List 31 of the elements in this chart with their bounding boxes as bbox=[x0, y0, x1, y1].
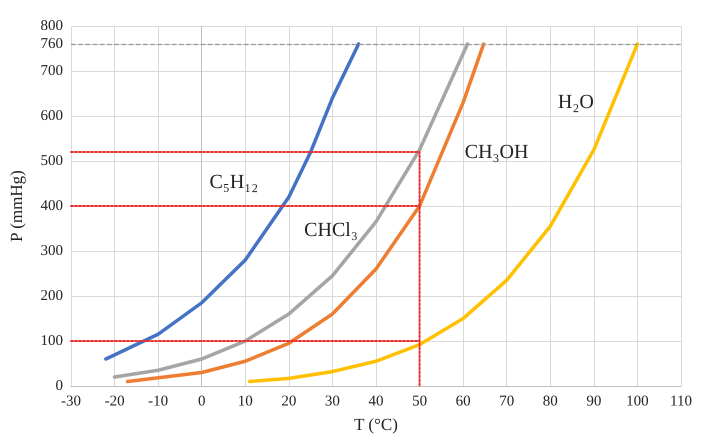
series-label: CH₃OH bbox=[464, 141, 528, 163]
y-tick-label: 100 bbox=[40, 333, 63, 349]
x-tick-label: -20 bbox=[104, 394, 125, 410]
x-tick-label: 10 bbox=[238, 394, 253, 410]
y-tick-label: 200 bbox=[40, 288, 63, 304]
y-tick-label: 0 bbox=[56, 378, 63, 394]
series-label: H₂O bbox=[558, 90, 594, 113]
y-tick-label: 500 bbox=[40, 153, 63, 169]
x-tick-label: 100 bbox=[626, 394, 649, 410]
x-tick-label: 70 bbox=[499, 394, 514, 410]
y-tick-label: 300 bbox=[40, 243, 63, 259]
x-tick-label: 80 bbox=[542, 394, 558, 410]
x-tick-label: 110 bbox=[670, 394, 692, 410]
x-tick-label: -10 bbox=[148, 394, 168, 410]
y-tick-label: 400 bbox=[40, 198, 63, 214]
series-label: C₅H₁₂ bbox=[210, 171, 258, 193]
y-tick-label: 760 bbox=[40, 36, 63, 52]
x-tick-label: 50 bbox=[412, 394, 428, 410]
x-tick-label: 0 bbox=[198, 394, 206, 410]
x-tick-label: 40 bbox=[368, 394, 384, 410]
x-tick-label: 30 bbox=[324, 394, 340, 410]
y-tick-label: 800 bbox=[40, 18, 63, 34]
x-tick-label: 60 bbox=[456, 394, 471, 410]
x-tick-label: -30 bbox=[61, 394, 81, 410]
x-tick-label: 20 bbox=[281, 394, 296, 410]
y-tick-label: 700 bbox=[40, 63, 63, 79]
series-label: CHCl₃ bbox=[304, 218, 358, 241]
x-tick-label: 90 bbox=[586, 394, 602, 410]
x-axis-title: T (°C) bbox=[354, 415, 398, 434]
y-tick-label: 600 bbox=[40, 108, 63, 124]
y-axis-title: P (mmHg) bbox=[7, 170, 26, 242]
